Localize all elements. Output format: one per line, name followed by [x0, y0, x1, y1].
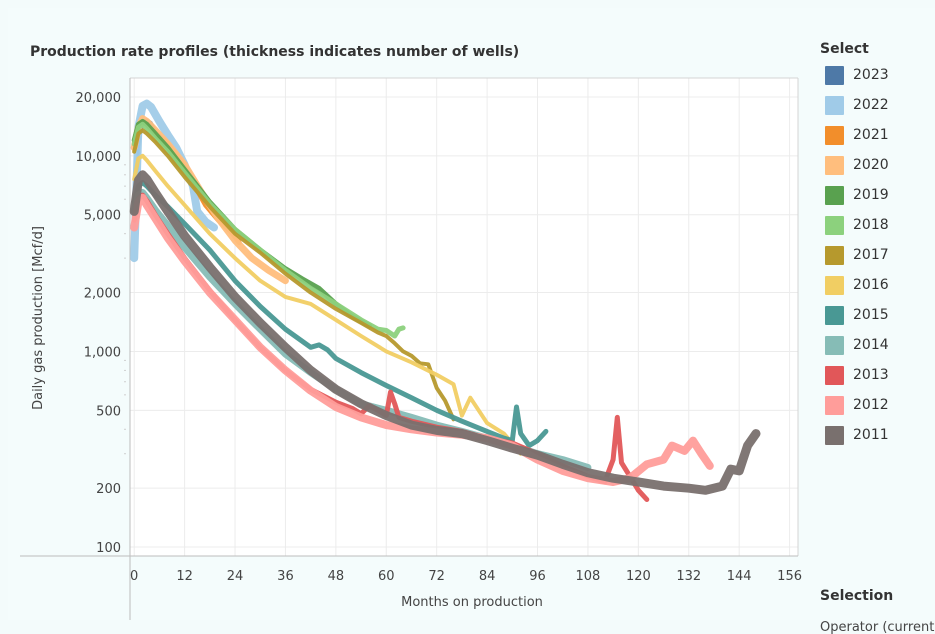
legend: Select 2023 2022 2021 2020 2019 2018 2017 2016 2…: [820, 38, 935, 450]
x-tick-label: 120: [626, 569, 651, 584]
selection-operator-filter[interactable]: Operator (current: [820, 620, 935, 634]
x-tick-label: 144: [727, 569, 752, 584]
series-line-2018[interactable]: [131, 121, 406, 339]
legend-title: Select: [820, 41, 869, 57]
y-tick-label: 20,000: [76, 91, 122, 106]
legend-label: 2022: [853, 97, 889, 113]
x-tick-label: 108: [576, 569, 601, 584]
x-tick-label: 12: [176, 569, 193, 584]
legend-swatch: [825, 305, 844, 325]
legend-item-2021[interactable]: 2021: [820, 120, 935, 150]
legend-label: 2011: [853, 427, 889, 443]
y-tick-label: 5,000: [84, 209, 121, 224]
chart-canvas: 100 200 500 1,000 2,000 5,000 10,000 20,000 0 12 2…: [20, 77, 802, 620]
x-tick-label: 96: [529, 569, 546, 584]
legend-swatch: [825, 125, 844, 145]
series-line-2017[interactable]: [132, 128, 456, 422]
legend-item-2015[interactable]: 2015: [820, 300, 935, 330]
legend-swatch: [825, 95, 844, 115]
x-tick-label: 48: [328, 569, 345, 584]
legend-swatch: [825, 365, 844, 385]
legend-item-2014[interactable]: 2014: [820, 330, 935, 360]
series-line-2022[interactable]: [130, 99, 218, 263]
selection-title: Selection: [820, 588, 894, 604]
y-tick-label: 500: [96, 404, 121, 419]
legend-item-2019[interactable]: 2019: [820, 180, 935, 210]
legend-item-2012[interactable]: 2012: [820, 390, 935, 420]
x-tick-label: 132: [676, 569, 701, 584]
x-axis-title: Months on production: [401, 595, 543, 610]
x-tick-label: 0: [130, 569, 138, 584]
legend-swatch: [825, 245, 844, 265]
series-line-2020[interactable]: [130, 115, 289, 285]
legend-item-2013[interactable]: 2013: [820, 360, 935, 390]
legend-item-2018[interactable]: 2018: [820, 210, 935, 240]
legend-swatch: [825, 275, 844, 295]
plot-area: [130, 78, 798, 556]
x-tick-label: 60: [378, 569, 395, 584]
legend-item-2017[interactable]: 2017: [820, 240, 935, 270]
legend-label: 2012: [853, 397, 889, 413]
legend-swatch: [825, 335, 844, 355]
chart-title: Production rate profiles (thickness indi…: [30, 44, 520, 60]
y-tick-label: 1,000: [84, 345, 121, 360]
legend-items: 2023 2022 2021 2020 2019 2018 2017 2016 2015 2014…: [820, 60, 935, 450]
legend-item-2016[interactable]: 2016: [820, 270, 935, 300]
x-tick-label: 156: [777, 569, 802, 584]
legend-swatch: [825, 395, 844, 415]
legend-label: 2021: [853, 127, 889, 143]
legend-item-2011[interactable]: 2011: [820, 420, 935, 450]
y-tick-label: 10,000: [76, 150, 122, 165]
legend-label: 2016: [853, 277, 889, 293]
legend-label: 2019: [853, 187, 889, 203]
x-tick-label: 72: [428, 569, 445, 584]
x-tick-label: 24: [227, 569, 244, 584]
legend-item-2020[interactable]: 2020: [820, 150, 935, 180]
x-tick-label: 36: [277, 569, 294, 584]
legend-swatch: [825, 425, 844, 445]
y-tick-label: 2,000: [84, 287, 121, 302]
legend-label: 2017: [853, 247, 889, 263]
chart-panel: 100 200 500 1,000 2,000 5,000 10,000 20,000 0 12 2…: [8, 8, 935, 634]
series-line-2016[interactable]: [132, 153, 523, 456]
legend-label: 2014: [853, 337, 889, 353]
legend-label: 2015: [853, 307, 889, 323]
legend-item-2022[interactable]: 2022: [820, 90, 935, 120]
y-tick-label: 100: [96, 541, 121, 556]
legend-label: 2018: [853, 217, 889, 233]
legend-swatch: [825, 65, 844, 85]
series-line-2011[interactable]: [129, 170, 761, 495]
x-tick-label: 84: [479, 569, 496, 584]
y-tick-label: 200: [96, 482, 121, 497]
legend-item-2023[interactable]: 2023: [820, 60, 935, 90]
y-axis-title: Daily gas production [Mcf/d]: [31, 226, 46, 410]
legend-label: 2020: [853, 157, 889, 173]
legend-label: 2013: [853, 367, 889, 383]
legend-swatch: [825, 215, 844, 235]
legend-swatch: [825, 155, 844, 175]
legend-label: 2023: [853, 67, 889, 83]
legend-swatch: [825, 185, 844, 205]
